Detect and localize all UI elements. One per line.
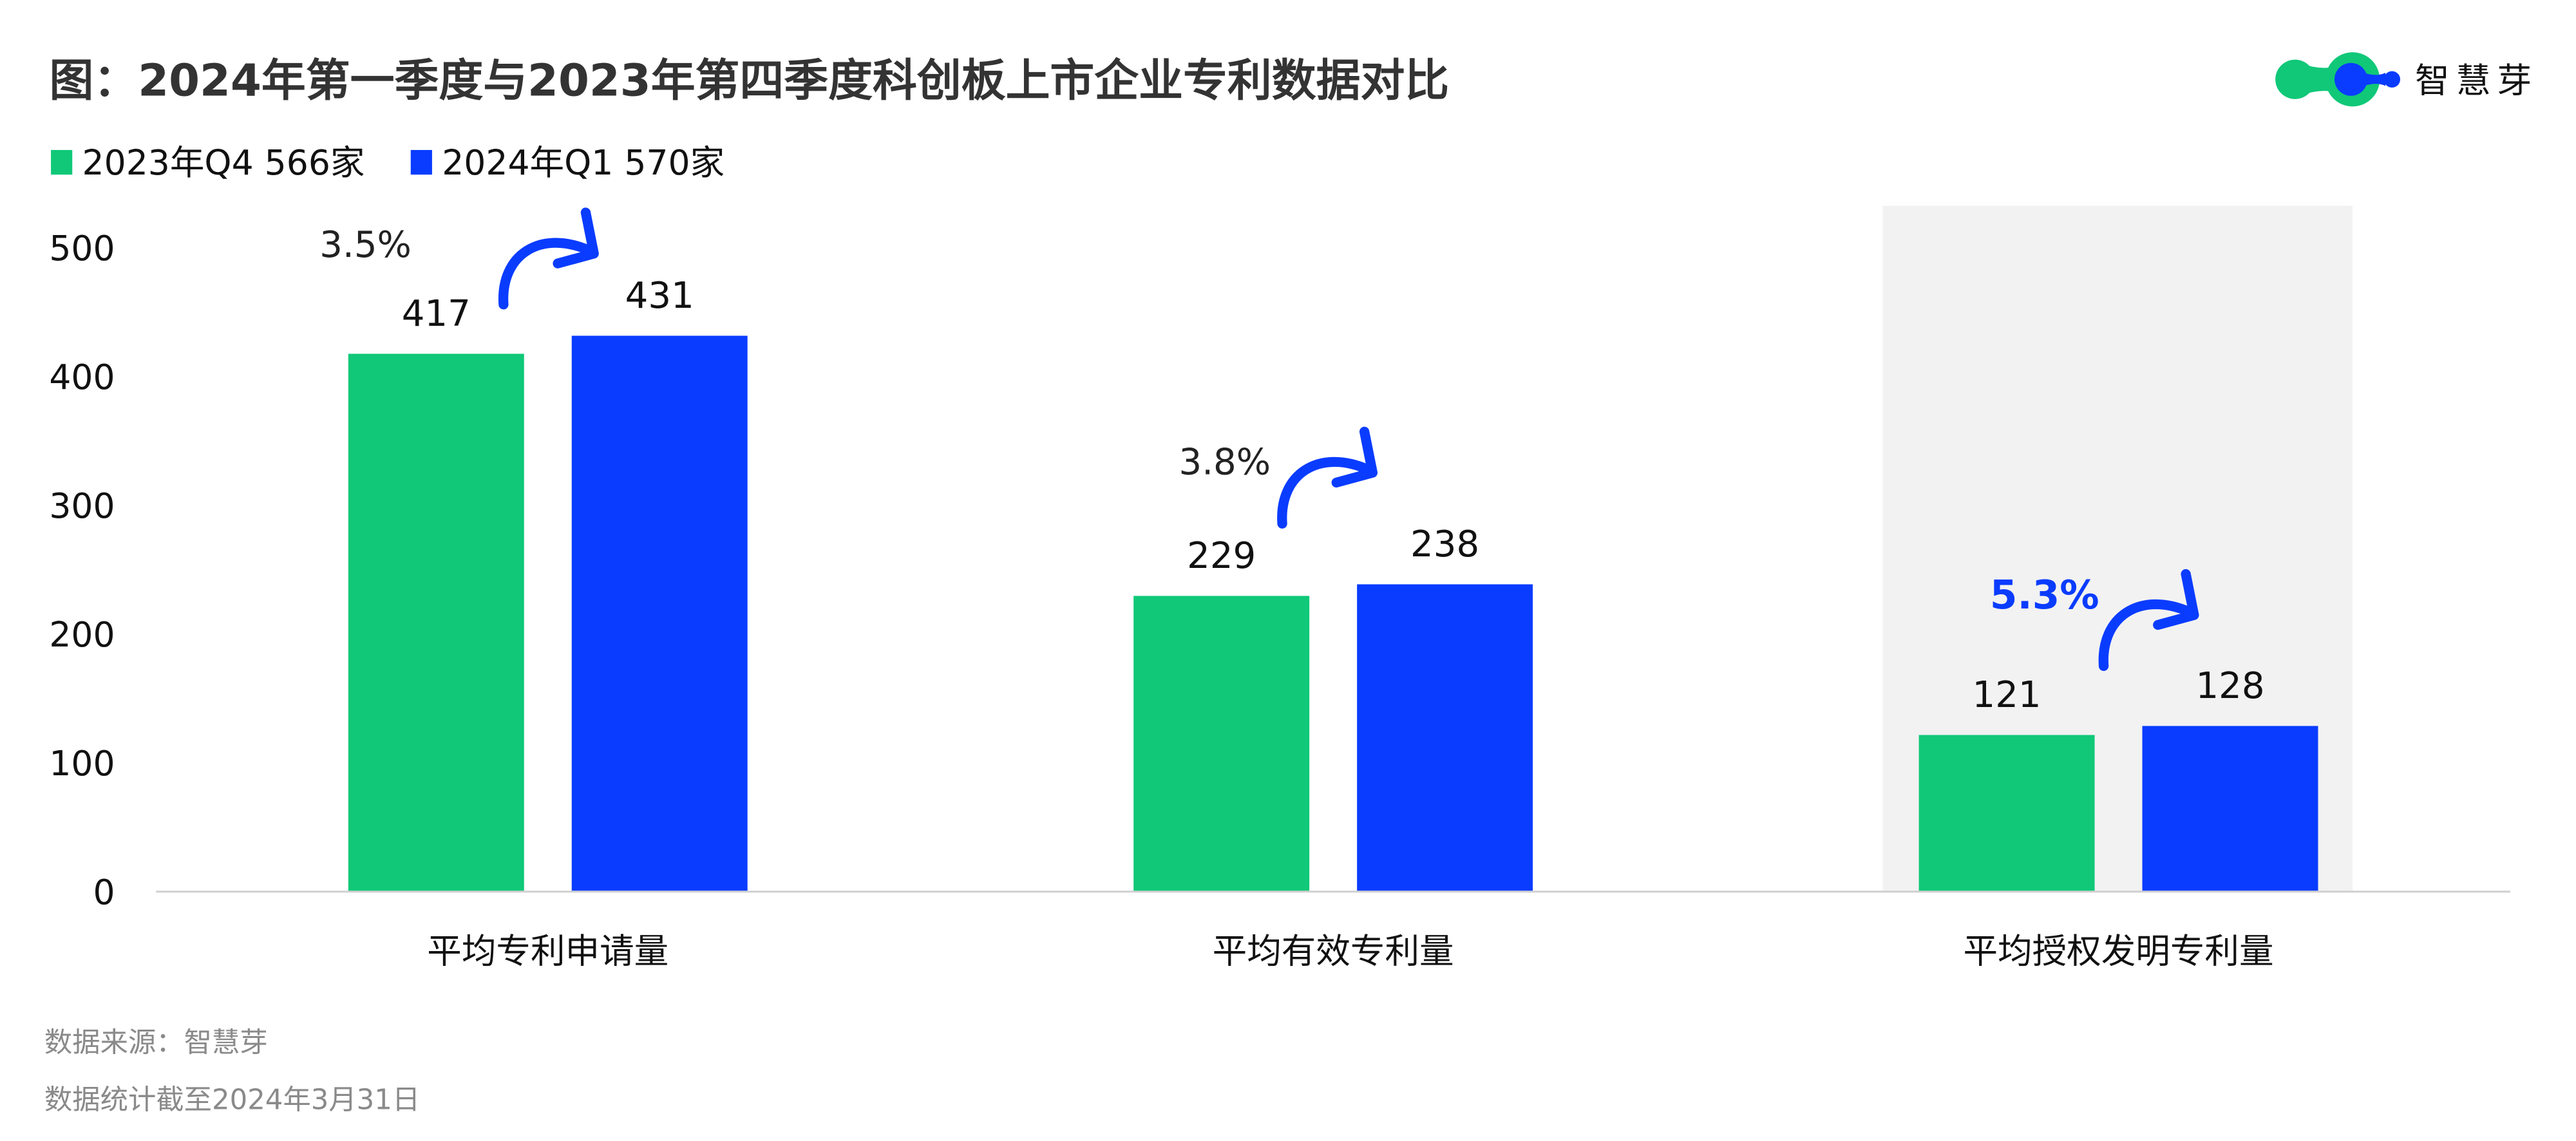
bars: 417 431 3.5% 229 238 3.8% 121 128 5.3% bbox=[319, 207, 2318, 891]
bar-group: 121 128 5.3% bbox=[1918, 569, 2318, 891]
bar-value-label: 229 bbox=[1187, 535, 1256, 577]
growth-label: 5.3% bbox=[1990, 572, 2099, 618]
bar bbox=[1357, 584, 1533, 891]
bar-value-label: 431 bbox=[625, 275, 694, 317]
bar-value-label: 417 bbox=[402, 293, 471, 335]
bar-value-label: 128 bbox=[2195, 665, 2264, 707]
legend-label-q1: 2024年Q1 570家 bbox=[442, 142, 724, 183]
y-axis: 0 100 200 300 400 500 bbox=[49, 228, 115, 912]
legend-label-q4: 2023年Q4 566家 bbox=[82, 142, 365, 183]
category-label: 平均授权发明专利量 bbox=[1964, 931, 2274, 972]
y-tick-label: 200 bbox=[49, 614, 115, 655]
growth-arrow-icon bbox=[2098, 569, 2199, 671]
y-tick-label: 500 bbox=[49, 228, 115, 269]
growth-arrow-icon bbox=[1277, 426, 1378, 529]
logo-text: 智慧芽 bbox=[2415, 61, 2538, 101]
y-tick-label: 100 bbox=[49, 743, 115, 784]
category-label: 平均专利申请量 bbox=[427, 931, 668, 972]
legend: 2023年Q4 566家 2024年Q1 570家 bbox=[51, 142, 724, 183]
bar bbox=[1133, 596, 1310, 891]
y-tick-label: 400 bbox=[49, 357, 115, 397]
category-label: 平均有效专利量 bbox=[1213, 931, 1454, 972]
x-axis: 平均专利申请量 平均有效专利量 平均授权发明专利量 bbox=[427, 931, 2273, 972]
note-text: 数据统计截至2024年3月31日 bbox=[44, 1084, 420, 1117]
bar-value-label: 238 bbox=[1410, 523, 1479, 565]
bar-group: 417 431 3.5% bbox=[319, 207, 748, 891]
y-tick-label: 0 bbox=[93, 872, 115, 912]
logo: 智慧芽 bbox=[2275, 52, 2538, 107]
y-tick-label: 300 bbox=[49, 486, 115, 526]
growth-label: 3.8% bbox=[1179, 442, 1271, 484]
legend-swatch-q4 bbox=[51, 149, 73, 175]
bar bbox=[571, 335, 748, 891]
bar-group: 229 238 3.8% bbox=[1133, 426, 1533, 891]
growth-arrow-icon bbox=[498, 207, 599, 310]
source-text: 数据来源：智慧芽 bbox=[44, 1026, 268, 1059]
bar-value-label: 121 bbox=[1973, 674, 2041, 716]
growth-label: 3.5% bbox=[319, 224, 412, 266]
bar bbox=[348, 354, 524, 891]
chart-title: 图：2024年第一季度与2023年第四季度科创板上市企业专利数据对比 bbox=[50, 55, 1450, 107]
legend-swatch-q1 bbox=[410, 149, 432, 175]
bar bbox=[1918, 735, 2095, 891]
bar bbox=[2142, 726, 2318, 891]
